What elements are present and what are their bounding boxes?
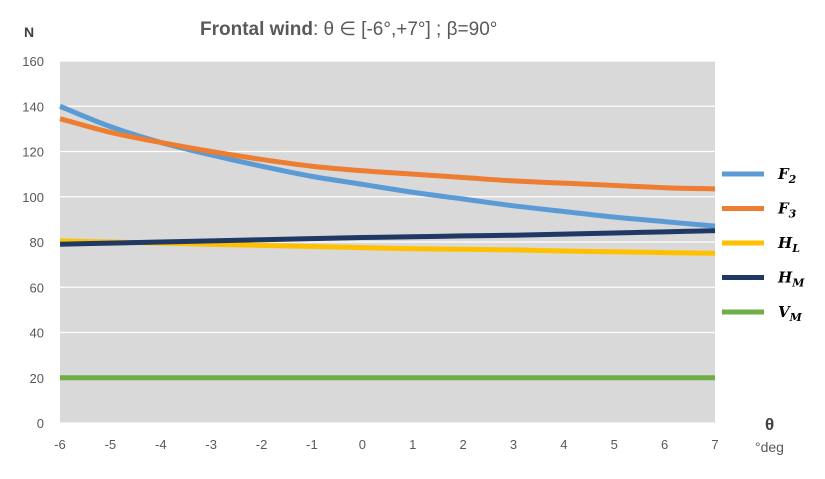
x-tick-label: 3 xyxy=(510,437,517,452)
x-tick-label: 4 xyxy=(560,437,567,452)
y-tick-label: 20 xyxy=(30,371,44,386)
x-axis-unit: °deg xyxy=(755,439,784,455)
y-tick-label: 80 xyxy=(30,235,44,250)
legend-label: VM xyxy=(778,303,803,324)
chart-title-range: : θ ∈ [-6°,+7°] ; β=90° xyxy=(313,19,497,40)
legend-label: HM xyxy=(777,269,805,290)
legend-label: F2 xyxy=(777,165,797,186)
chart-title: Frontal wind: θ ∈ [-6°,+7°] ; β=90° xyxy=(200,19,497,40)
x-tick-label: 0 xyxy=(359,437,366,452)
x-tick-label: 1 xyxy=(409,437,416,452)
x-tick-label: 2 xyxy=(459,437,466,452)
legend-label: HL xyxy=(777,234,800,255)
y-axis-label: N xyxy=(24,24,34,40)
y-tick-label: 0 xyxy=(37,416,44,431)
x-tick-label: -2 xyxy=(256,437,268,452)
x-tick-label: -6 xyxy=(54,437,66,452)
series-line-hm xyxy=(59,228,716,247)
x-tick-labels: -6 -5 -4 -3 -2 -1 0 1 2 3 4 5 6 7 xyxy=(54,437,718,452)
x-tick-label: 6 xyxy=(661,437,668,452)
y-tick-label: 140 xyxy=(22,99,44,114)
y-tick-label: 60 xyxy=(30,280,44,295)
x-tick-label: -4 xyxy=(155,437,167,452)
series-lines xyxy=(59,103,716,381)
y-tick-label: 40 xyxy=(30,326,44,341)
x-tick-label: 7 xyxy=(711,437,718,452)
x-tick-label: -3 xyxy=(205,437,217,452)
x-tick-label: -1 xyxy=(306,437,318,452)
chart-title-main: Frontal wind xyxy=(200,19,313,40)
y-tick-labels: 0 20 40 60 80 100 120 140 160 xyxy=(22,54,44,431)
legend: F2 F3 HL HM VM xyxy=(722,165,805,324)
legend-label: F3 xyxy=(777,200,797,221)
y-tick-label: 160 xyxy=(22,54,44,69)
x-tick-label: -5 xyxy=(105,437,117,452)
y-tick-label: 100 xyxy=(22,190,44,205)
x-tick-label: 5 xyxy=(611,437,618,452)
series-line-f3 xyxy=(59,116,716,192)
y-tick-label: 120 xyxy=(22,145,44,160)
x-axis-label: θ xyxy=(765,415,774,434)
